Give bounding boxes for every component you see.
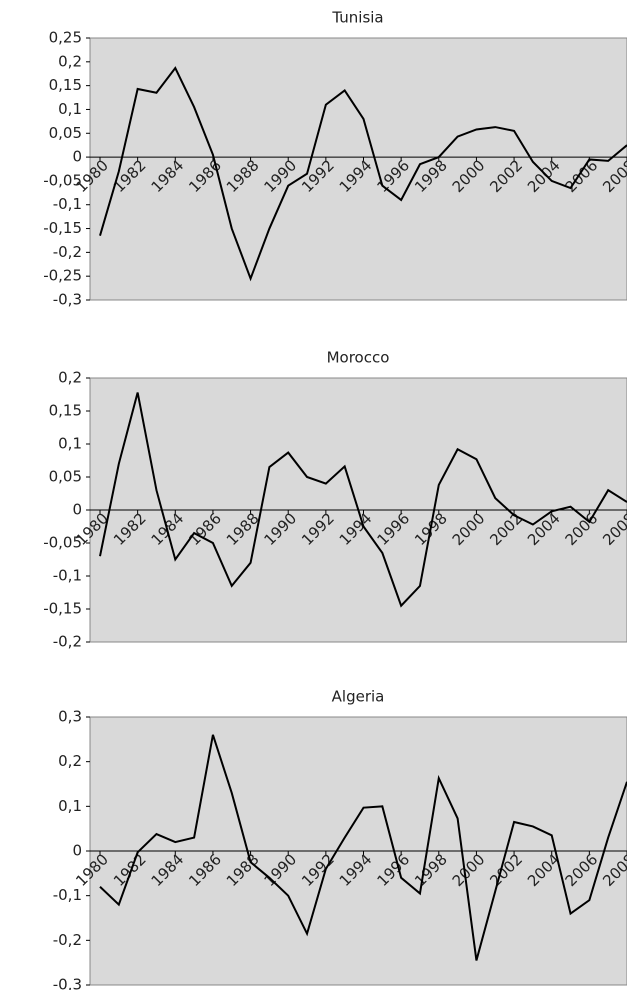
- y-tick-label: -0,1: [53, 567, 82, 585]
- y-tick-label: -0,05: [43, 171, 82, 189]
- y-tick-label: 0,15: [49, 76, 82, 94]
- y-tick-label: 0,1: [58, 435, 82, 453]
- y-tick-label: 0,3: [58, 708, 82, 726]
- y-tick-label: 0,05: [49, 124, 82, 142]
- y-tick-label: -0,15: [43, 600, 82, 618]
- y-tick-label: 0,05: [49, 468, 82, 486]
- y-tick-label: -0,1: [53, 886, 82, 904]
- line-series: [99, 734, 627, 961]
- y-tick-label: 0,2: [58, 752, 82, 770]
- y-tick-label: -0,15: [43, 219, 82, 237]
- line-series: [99, 66, 627, 282]
- y-tick-label: -0,1: [53, 195, 82, 213]
- chart-title: Tunisia: [331, 9, 383, 27]
- chart-title: Morocco: [327, 349, 390, 367]
- chart-title: Algeria: [332, 688, 385, 706]
- y-tick-label: -0,25: [43, 267, 82, 285]
- y-tick-label: 0: [72, 148, 82, 166]
- y-tick-label: -0,3: [53, 291, 82, 309]
- y-tick-label: -0,2: [53, 633, 82, 651]
- y-tick-label: 0: [72, 842, 82, 860]
- line-series: [99, 392, 627, 608]
- y-tick-label: 0,1: [58, 100, 82, 118]
- y-tick-label: 0,25: [49, 29, 82, 47]
- y-tick-label: -0,2: [53, 243, 82, 261]
- y-tick-label: -0,2: [53, 931, 82, 949]
- plot-area: [89, 37, 627, 301]
- y-tick-label: 0,15: [49, 402, 82, 420]
- y-tick-label: 0,2: [58, 52, 82, 70]
- y-tick-label: 0: [72, 501, 82, 519]
- y-tick-label: -0,05: [43, 534, 82, 552]
- y-tick-label: 0,1: [58, 797, 82, 815]
- y-tick-label: -0,3: [53, 976, 82, 990]
- y-tick-label: 0,2: [58, 369, 82, 387]
